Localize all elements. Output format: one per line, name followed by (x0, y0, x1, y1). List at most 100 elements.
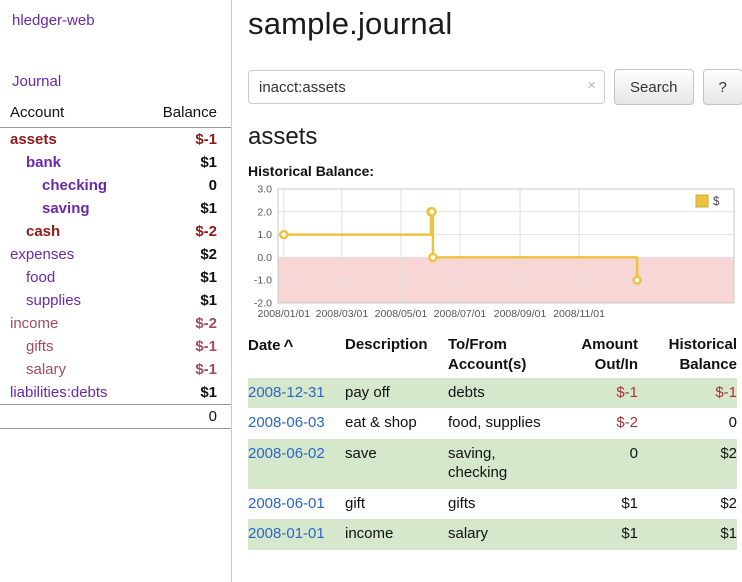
svg-text:2008/07/01: 2008/07/01 (434, 308, 487, 320)
help-button[interactable]: ? (702, 69, 742, 105)
account-link-food[interactable]: food (26, 269, 56, 286)
account-link-liabilities-debts[interactable]: liabilities:debts (10, 384, 108, 401)
sidebar-item-journal[interactable]: Journal (12, 73, 62, 90)
register-row: 2008-01-01 income salary $1 $1 (248, 519, 737, 550)
register-row: 2008-06-02 save saving, checking 0 $2 (248, 438, 737, 489)
app-title-link[interactable]: hledger-web (12, 12, 95, 29)
transaction-description: income (345, 525, 394, 542)
transaction-date-link[interactable]: 2008-01-01 (248, 525, 325, 542)
account-balance: $-1 (195, 131, 217, 148)
account-link-assets[interactable]: assets (10, 131, 57, 148)
svg-text:2.0: 2.0 (257, 206, 272, 218)
register-row: 2008-06-01 gift gifts $1 $2 (248, 489, 737, 520)
account-link-checking[interactable]: checking (42, 177, 108, 194)
account-balance: $1 (200, 384, 217, 401)
account-balance: $-1 (195, 361, 217, 378)
accounts-table: Account Balance assets $-1 bank $1 check… (0, 102, 231, 429)
svg-text:2008/05/01: 2008/05/01 (375, 308, 428, 320)
svg-text:2008/03/01: 2008/03/01 (316, 308, 369, 320)
clear-search-icon[interactable]: × (587, 77, 596, 94)
account-link-saving[interactable]: saving (42, 200, 90, 217)
historical-balance-chart: $3.0 2.0 1.0 0.0 -1.0 -2.0 2008/01/01 2008/03/0… (248, 184, 742, 325)
transaction-accounts: debts (448, 383, 485, 401)
account-row-expenses: expenses $2 (0, 243, 231, 266)
register-col-balance-line1: Historical (668, 336, 737, 353)
accounts-header-row: Account Balance (0, 102, 231, 128)
register-col-balance-line2: Balance (679, 356, 737, 374)
register-col-accounts: To/From Account(s) (448, 333, 566, 378)
main-content: sample.journal × Search ? assets Histori… (232, 0, 742, 582)
page-title: sample.journal (248, 6, 453, 41)
account-row-supplies: supplies $1 (0, 289, 231, 312)
account-row-gifts: gifts $-1 (0, 335, 231, 358)
account-link-bank[interactable]: bank (26, 154, 62, 171)
account-row-salary: salary $-1 (0, 358, 231, 381)
svg-text:2008/09/01: 2008/09/01 (494, 308, 547, 320)
account-link-income[interactable]: income (10, 315, 59, 332)
register-col-accounts-line2: Account(s) (448, 356, 527, 374)
account-link-gifts[interactable]: gifts (26, 338, 54, 355)
account-balance: $-1 (195, 338, 217, 355)
accounts-total-row: 0 (0, 404, 231, 429)
transaction-description: eat & shop (345, 414, 417, 431)
account-balance: $1 (200, 292, 217, 309)
account-balance: 0 (208, 177, 217, 194)
account-link-supplies[interactable]: supplies (26, 292, 82, 309)
account-row-income: income $-2 (0, 312, 231, 335)
transaction-description: pay off (345, 383, 390, 401)
transaction-description: save (345, 444, 377, 462)
account-row-cash: cash $-2 (0, 220, 231, 243)
transaction-amount: $-1 (616, 383, 638, 401)
transaction-amount: $1 (621, 494, 638, 512)
account-balance: $1 (200, 269, 217, 286)
transaction-balance: $-1 (715, 383, 737, 401)
register-row: 2008-12-31 pay off debts $-1 $-1 (248, 377, 737, 408)
register-col-date[interactable]: Date ^ (248, 333, 345, 378)
register-table: Date ^ Description To/From Account(s) Amo… (248, 333, 737, 550)
account-link-expenses[interactable]: expenses (10, 246, 75, 263)
account-balance: $1 (200, 200, 217, 217)
transaction-date-link[interactable]: 2008-06-01 (248, 494, 325, 512)
transaction-amount: $-2 (616, 414, 638, 431)
account-row-saving: saving $1 (0, 197, 231, 220)
account-link-cash[interactable]: cash (26, 223, 61, 240)
register-col-amount-line1: Amount (581, 336, 638, 353)
transaction-date-link[interactable]: 2008-12-31 (248, 383, 325, 401)
svg-text:$: $ (713, 196, 720, 208)
account-balance: $-2 (195, 315, 217, 332)
svg-text:2008/01/01: 2008/01/01 (258, 308, 311, 320)
transaction-description: gift (345, 494, 366, 512)
account-balance: $-2 (195, 223, 217, 240)
search-input[interactable] (248, 70, 605, 104)
register-row: 2008-06-03 eat & shop food, supplies $-2… (248, 408, 737, 439)
svg-text:1.0: 1.0 (257, 229, 272, 241)
svg-text:2008/11/01: 2008/11/01 (553, 308, 605, 320)
register-col-amount: Amount Out/In (566, 333, 638, 378)
account-link-salary[interactable]: salary (26, 361, 67, 378)
svg-text:-2.0: -2.0 (254, 298, 272, 310)
account-balance: $2 (200, 246, 217, 263)
chart-title: Historical Balance: (248, 163, 375, 179)
transaction-accounts: food, supplies (448, 414, 541, 431)
transaction-date-link[interactable]: 2008-06-03 (248, 414, 325, 431)
sort-ascending-icon: ^ (283, 336, 294, 355)
transaction-amount: $1 (621, 525, 638, 542)
svg-text:-1.0: -1.0 (254, 275, 272, 287)
register-col-description: Description (345, 336, 428, 353)
transaction-accounts: saving, checking (448, 444, 508, 482)
transaction-balance: 0 (728, 414, 737, 431)
account-row-assets: assets $-1 (0, 128, 231, 152)
register-col-balance: Historical Balance (638, 333, 737, 378)
accounts-total: 0 (133, 404, 231, 429)
register-header-row: Date ^ Description To/From Account(s) Amo… (248, 333, 737, 378)
search-button[interactable]: Search (614, 69, 694, 105)
transaction-balance: $2 (720, 444, 737, 462)
search-form: × Search ? (248, 69, 742, 105)
transaction-balance: $2 (720, 494, 737, 512)
account-row-bank: bank $1 (0, 151, 231, 174)
account-row-checking: checking 0 (0, 174, 231, 197)
account-row-food: food $1 (0, 266, 231, 289)
register-col-accounts-line1: To/From (448, 336, 507, 353)
transaction-date-link[interactable]: 2008-06-02 (248, 444, 325, 462)
transaction-accounts: salary (448, 525, 489, 542)
